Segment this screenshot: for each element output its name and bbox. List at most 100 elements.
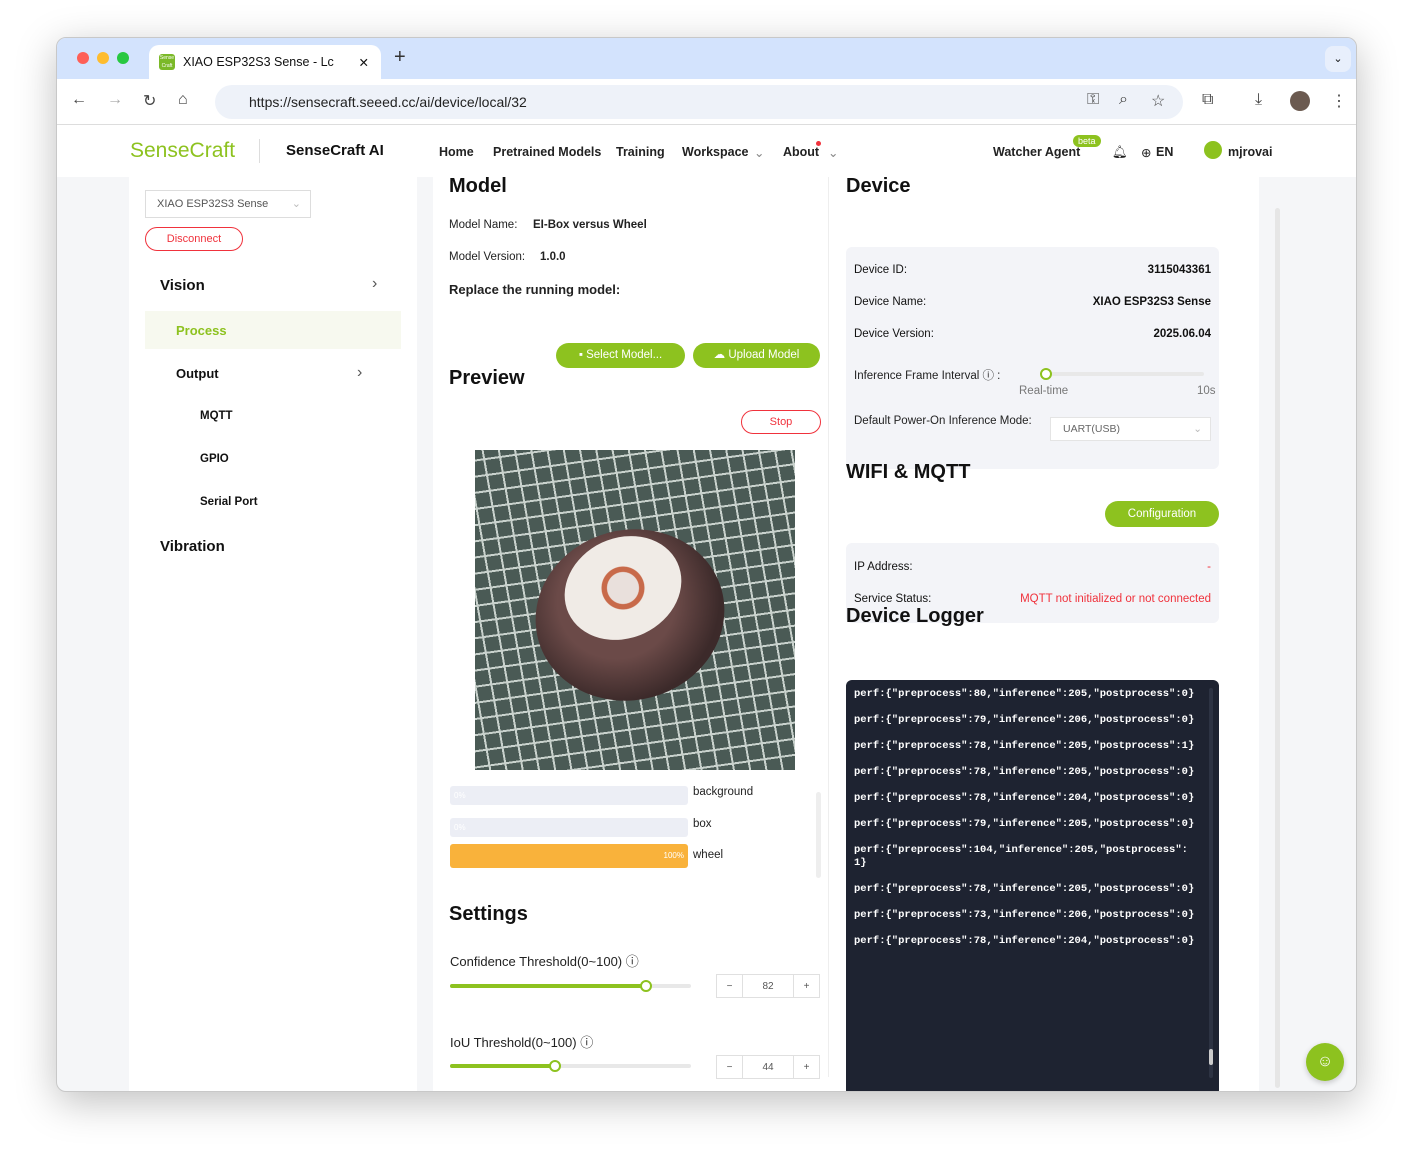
chevron-right-icon: › <box>372 275 378 292</box>
wifi-info-card: IP Address: - Service Status: MQTT not ini… <box>846 543 1219 623</box>
back-icon[interactable]: ← <box>71 91 87 108</box>
bar-background: 0% <box>450 786 688 805</box>
interval-slider[interactable] <box>1040 368 1204 380</box>
browser-tab[interactable]: Sense Craft XIAO ESP32S3 Sense - Lc ✕ <box>149 45 381 79</box>
nav-about[interactable]: About <box>783 145 820 159</box>
address-bar[interactable]: https://sensecraft.seeed.cc/ai/device/lo… <box>215 85 1183 119</box>
select-model-button[interactable]: ▪ Select Model... <box>556 343 685 368</box>
password-key-icon[interactable]: ⚿ <box>1087 91 1100 108</box>
browser-toolbar: ← → ↻ ⌂ https://sensecraft.seeed.cc/ai/d… <box>57 79 1356 125</box>
browser-window: Sense Craft XIAO ESP32S3 Sense - Lc ✕ + … <box>56 37 1357 1092</box>
stop-button[interactable]: Stop <box>741 410 821 434</box>
confidence-label-text: Confidence Threshold(0~100) <box>450 954 623 969</box>
iou-value[interactable]: 44 <box>762 1061 774 1073</box>
device-select[interactable]: XIAO ESP32S3 Sense ⌄ <box>145 190 311 218</box>
user-avatar[interactable] <box>1204 141 1222 159</box>
confidence-value[interactable]: 82 <box>762 980 774 992</box>
sensecraft-logo[interactable]: SenseCraft <box>130 139 236 162</box>
menu-kebab-icon[interactable]: ⋮ <box>1331 93 1347 110</box>
sidebar-item-vibration[interactable]: Vibration <box>160 538 225 555</box>
scrollbar[interactable] <box>816 792 821 878</box>
home-icon[interactable]: ⌂ <box>178 91 188 108</box>
bookmark-star-icon[interactable]: ☆ <box>1151 93 1166 110</box>
sidebar-item-serial-port[interactable]: Serial Port <box>200 496 258 508</box>
wifi-mqtt-heading: WIFI & MQTT <box>846 461 971 483</box>
device-version-label: Device Version: <box>854 328 934 340</box>
log-line: perf:{"preprocess":78,"inference":204,"p… <box>854 792 1195 804</box>
decrement-button[interactable]: − <box>717 1056 743 1078</box>
sidebar-item-gpio[interactable]: GPIO <box>200 453 229 465</box>
bell-icon[interactable]: 🔔︎ <box>1112 145 1128 159</box>
slider-handle[interactable] <box>640 980 652 992</box>
forward-icon[interactable]: → <box>107 91 123 108</box>
iou-stepper[interactable]: − 44 + <box>716 1055 820 1079</box>
class-label: box <box>693 818 712 830</box>
model-name-label: Model Name: <box>449 219 518 231</box>
confidence-slider[interactable] <box>450 980 691 992</box>
sidebar-item-output[interactable]: Output <box>176 366 219 381</box>
model-version-label: Model Version: <box>449 251 526 263</box>
interval-label: Inference Frame Interval ⓘ : <box>854 370 1001 382</box>
confidence-stepper[interactable]: − 82 + <box>716 974 820 998</box>
model-heading: Model <box>449 175 507 197</box>
new-tab-button[interactable]: + <box>394 46 406 68</box>
site-header: SenseCraft SenseCraft AI Home Pretrained… <box>57 125 1356 177</box>
device-logger-heading: Device Logger <box>846 605 984 627</box>
extensions-icon[interactable]: ⧉ <box>1202 91 1214 108</box>
configuration-button[interactable]: Configuration <box>1105 501 1219 527</box>
profile-avatar[interactable] <box>1290 91 1310 111</box>
device-info-card: Device ID: 3115043361 Device Name: XIAO ES… <box>846 247 1219 469</box>
mode-select[interactable]: UART(USB) ⌄ <box>1050 417 1211 441</box>
nav-pretrained-models[interactable]: Pretrained Models <box>493 145 602 159</box>
slider-handle[interactable] <box>549 1060 561 1072</box>
minimize-window-button[interactable] <box>97 52 109 64</box>
chat-support-icon[interactable]: ☺ <box>1306 1043 1344 1081</box>
maximize-window-button[interactable] <box>117 52 129 64</box>
download-icon[interactable]: ⤓ <box>1255 91 1263 108</box>
classification-results: 0% background 0% box 100% wheel <box>433 782 833 882</box>
watcher-agent-link[interactable]: Watcher Agent <box>993 145 1081 159</box>
increment-button[interactable]: + <box>793 1056 819 1078</box>
sidebar-item-mqtt[interactable]: MQTT <box>200 410 233 422</box>
reload-icon[interactable]: ↻ <box>143 93 157 110</box>
decrement-button[interactable]: − <box>717 975 743 997</box>
log-line: perf:{"preprocess":104,"inference":205,"… <box>854 844 1188 869</box>
iou-label-text: IoU Threshold(0~100) <box>450 1035 577 1050</box>
device-id-value: 3115043361 <box>1147 264 1211 276</box>
service-status-value: MQTT not initialized or not connected <box>1020 593 1211 605</box>
globe-icon[interactable]: ⊕ <box>1141 146 1152 160</box>
log-line: perf:{"preprocess":78,"inference":205,"p… <box>854 766 1195 778</box>
iou-slider[interactable] <box>450 1060 691 1072</box>
language-select[interactable]: EN <box>1156 145 1174 159</box>
user-menu[interactable]: mjrovai <box>1228 145 1273 159</box>
page-scrollbar[interactable] <box>1275 208 1280 1088</box>
zoom-icon[interactable]: ⌕ <box>1119 91 1128 108</box>
iou-label: IoU Threshold(0~100) ⓘ <box>450 1035 594 1050</box>
sidebar-item-process[interactable]: Process <box>176 323 227 338</box>
chevron-down-icon: ⌄ <box>828 146 839 160</box>
pct: 0% <box>454 823 466 832</box>
ip-label: IP Address: <box>854 561 913 573</box>
log-line: perf:{"preprocess":78,"inference":205,"p… <box>854 883 1195 895</box>
slider-handle[interactable] <box>1040 368 1052 380</box>
url-text: https://sensecraft.seeed.cc/ai/device/lo… <box>249 94 527 110</box>
nav-training[interactable]: Training <box>616 145 665 159</box>
divider <box>259 139 260 163</box>
tab-bar: Sense Craft XIAO ESP32S3 Sense - Lc ✕ + … <box>57 38 1356 79</box>
replace-model-label: Replace the running model: <box>449 282 621 297</box>
device-heading: Device <box>846 175 911 197</box>
chevron-down-icon: ⌄ <box>291 198 301 210</box>
chevron-down-icon: ⌄ <box>1193 423 1202 435</box>
upload-model-button[interactable]: ☁ Upload Model <box>693 343 820 368</box>
nav-home[interactable]: Home <box>439 145 474 159</box>
disconnect-button[interactable]: Disconnect <box>145 227 243 251</box>
increment-button[interactable]: + <box>793 975 819 997</box>
sidebar-item-vision[interactable]: Vision <box>160 277 205 294</box>
logger-scrollbar[interactable] <box>1209 688 1213 1078</box>
log-line: perf:{"preprocess":79,"inference":206,"p… <box>854 714 1195 726</box>
tab-search-chevron-icon[interactable]: ⌄ <box>1325 46 1351 72</box>
nav-workspace[interactable]: Workspace <box>682 145 749 159</box>
product-name: SenseCraft AI <box>286 142 384 159</box>
tab-close-icon[interactable]: ✕ <box>358 55 369 70</box>
close-window-button[interactable] <box>77 52 89 64</box>
